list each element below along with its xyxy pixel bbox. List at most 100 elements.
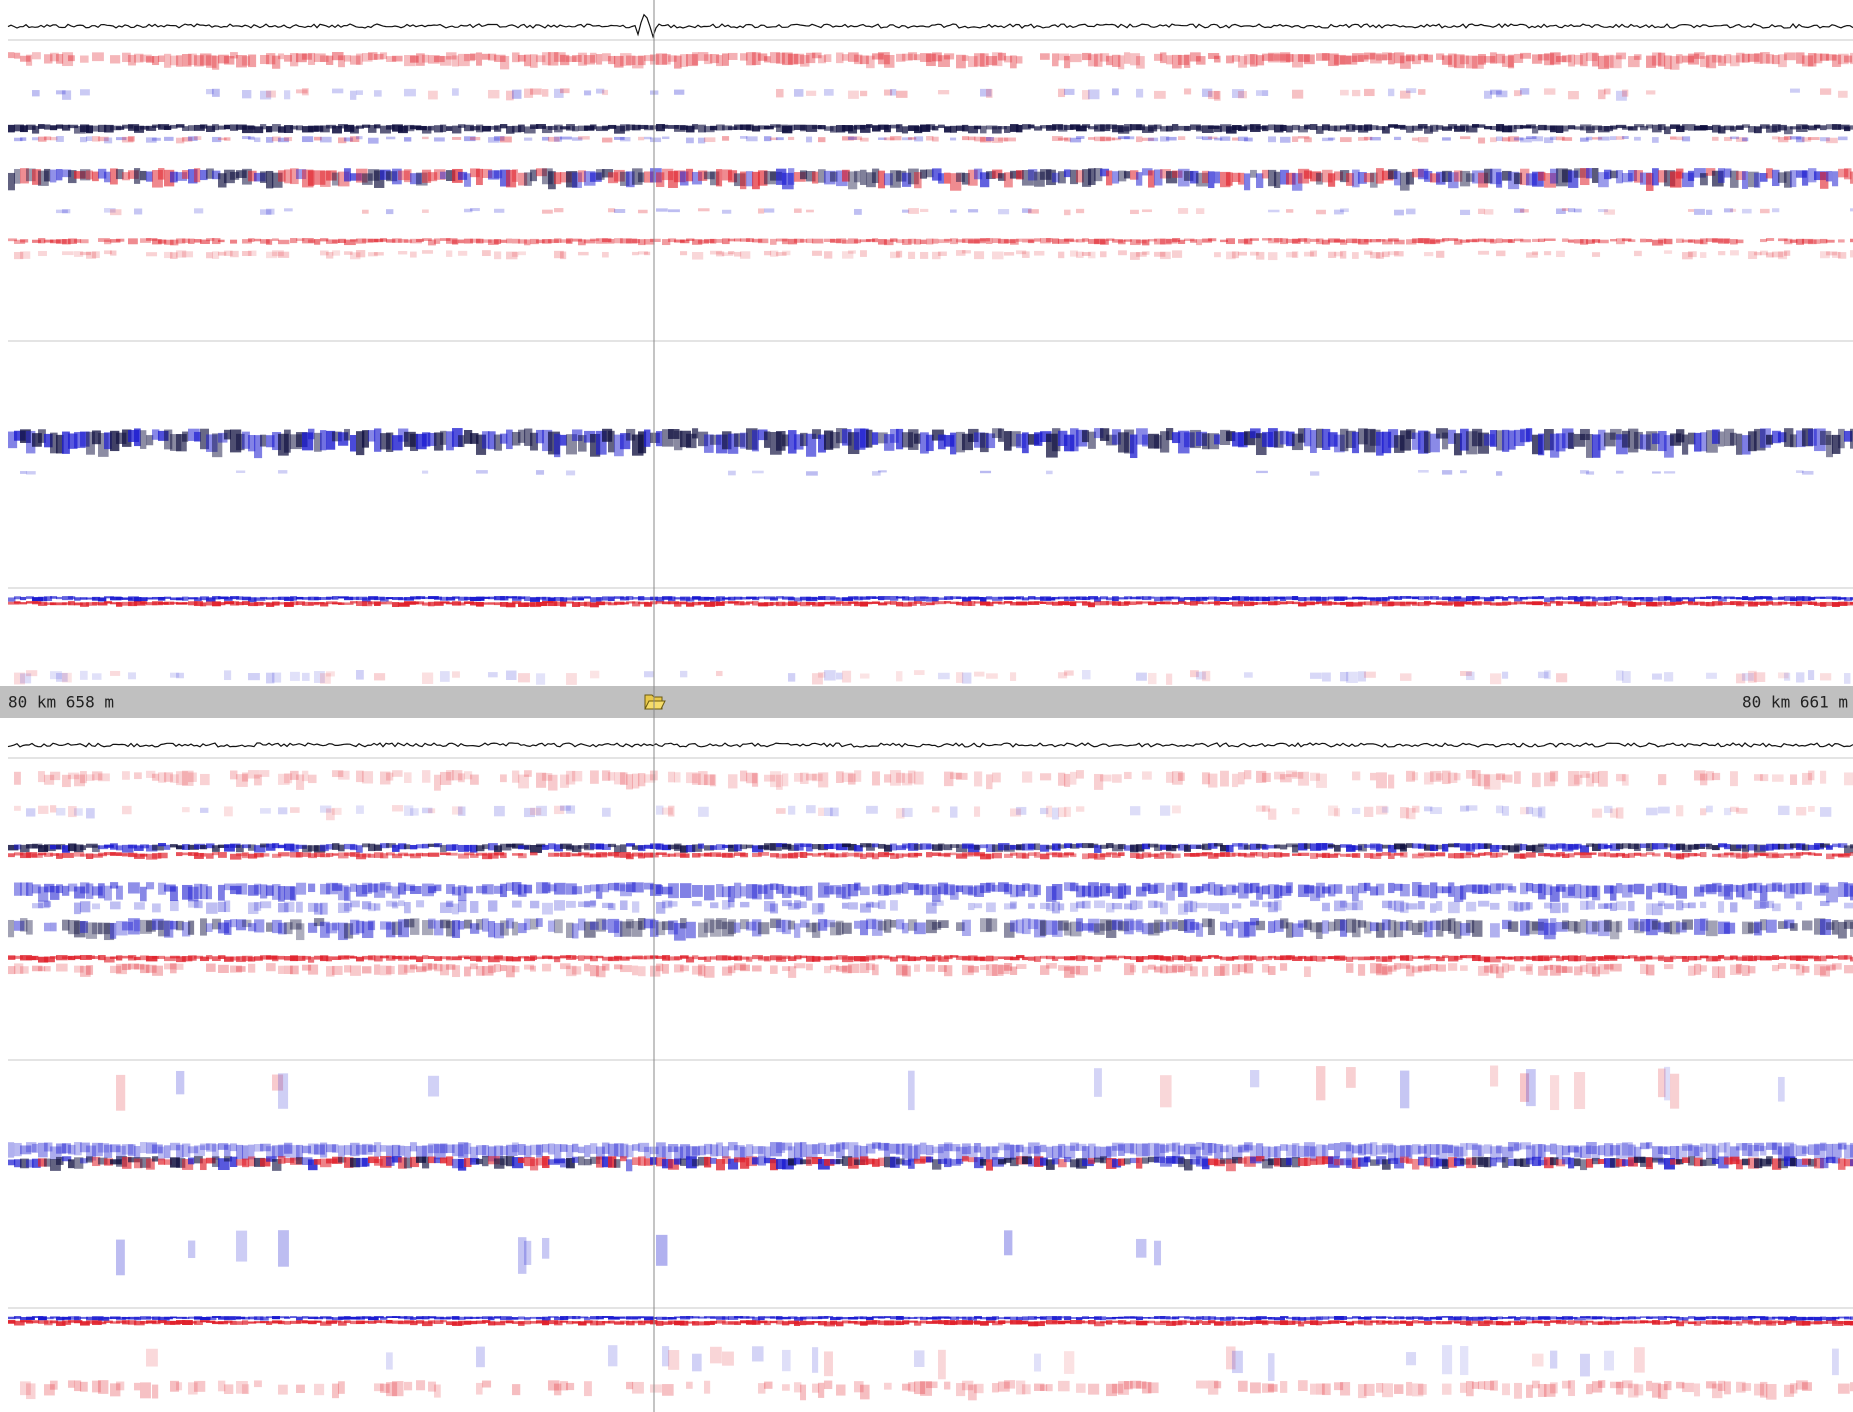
echo-signal bbox=[728, 433, 739, 454]
echo-signal bbox=[1352, 238, 1361, 244]
echo-signal bbox=[1310, 238, 1320, 242]
echo-signal bbox=[728, 965, 736, 974]
echo-signal bbox=[716, 601, 725, 606]
echo-signal bbox=[548, 125, 558, 130]
echo-signal bbox=[710, 956, 718, 960]
echo-signal bbox=[1622, 430, 1630, 448]
echo-signal bbox=[1064, 956, 1076, 961]
echo-signal bbox=[566, 770, 576, 785]
echo-signal bbox=[1652, 903, 1663, 916]
echo-signal bbox=[236, 601, 244, 606]
echo-signal bbox=[1556, 884, 1566, 892]
echo-signal bbox=[512, 89, 522, 99]
echo-signal bbox=[206, 125, 216, 132]
echo-signal bbox=[1130, 239, 1141, 246]
echo-signal bbox=[32, 965, 43, 972]
echo-signal bbox=[1508, 921, 1519, 932]
echo-signal bbox=[1178, 601, 1187, 604]
echo-signal bbox=[578, 597, 585, 601]
echo-signal bbox=[200, 124, 208, 129]
echo-signal bbox=[356, 920, 365, 934]
echo-signal bbox=[680, 853, 690, 858]
echo-signal bbox=[80, 901, 91, 913]
echo-signal bbox=[1238, 136, 1248, 142]
echo-signal bbox=[1082, 900, 1091, 909]
echo-signal bbox=[1610, 853, 1619, 858]
echo-signal bbox=[386, 885, 393, 894]
echo-signal bbox=[974, 432, 986, 448]
echo-signal bbox=[266, 885, 274, 896]
echo-signal bbox=[788, 966, 797, 978]
echo-signal bbox=[20, 137, 27, 141]
echo-signal bbox=[554, 844, 563, 852]
echo-signal bbox=[896, 845, 907, 851]
echo-signal bbox=[1142, 882, 1151, 892]
echo-signal bbox=[320, 250, 329, 256]
echo-signal bbox=[866, 596, 877, 599]
echo-signal bbox=[308, 125, 319, 132]
echo-signal bbox=[1832, 920, 1839, 935]
echo-signal bbox=[698, 137, 706, 144]
echo-signal bbox=[1334, 955, 1346, 961]
echo-signal bbox=[1280, 124, 1287, 131]
echo-signal bbox=[716, 434, 728, 454]
echo-signal bbox=[1394, 251, 1404, 257]
echo-signal bbox=[740, 596, 751, 600]
echo-signal bbox=[770, 965, 778, 974]
echo-signal bbox=[1766, 900, 1775, 909]
echo-signal bbox=[974, 601, 982, 604]
echo-signal bbox=[458, 239, 465, 244]
echo-signal bbox=[86, 965, 94, 975]
echo-signal bbox=[740, 53, 748, 61]
echo-signal bbox=[1178, 882, 1188, 898]
echo-signal bbox=[1490, 852, 1498, 858]
echo-signal bbox=[110, 922, 117, 939]
echo-signal bbox=[176, 124, 185, 128]
echo-signal bbox=[1574, 1072, 1586, 1110]
echo-signal bbox=[1262, 885, 1270, 895]
echo-signal bbox=[1664, 601, 1676, 606]
echo-signal bbox=[92, 886, 103, 896]
echo-signal bbox=[446, 844, 456, 851]
echo-signal bbox=[812, 171, 819, 184]
echo-signal bbox=[704, 601, 715, 607]
echo-signal bbox=[536, 1144, 543, 1158]
echo-signal bbox=[356, 601, 367, 606]
echo-signal bbox=[1070, 601, 1077, 607]
echo-signal bbox=[1076, 208, 1085, 214]
echo-signal bbox=[1124, 956, 1132, 960]
echo-signal bbox=[1778, 172, 1787, 183]
echo-signal bbox=[1346, 963, 1354, 973]
echo-signal bbox=[356, 90, 363, 95]
echo-signal bbox=[1148, 672, 1157, 685]
echo-signal bbox=[1706, 672, 1717, 679]
echo-signal bbox=[14, 963, 24, 974]
echo-signal bbox=[344, 124, 355, 132]
echo-signal bbox=[290, 168, 299, 185]
echo-signal bbox=[584, 1145, 591, 1158]
echo-signal bbox=[1112, 54, 1121, 67]
echo-signal bbox=[1826, 251, 1838, 256]
echo-signal bbox=[422, 238, 432, 241]
echo-signal bbox=[194, 601, 203, 607]
echo-signal bbox=[134, 963, 145, 970]
echo-signal bbox=[848, 596, 859, 600]
echo-signal bbox=[1052, 807, 1059, 820]
echo-signal bbox=[1538, 124, 1547, 131]
echo-signal bbox=[296, 89, 308, 94]
echo-signal bbox=[698, 431, 709, 447]
echo-signal bbox=[1454, 601, 1465, 607]
echo-signal bbox=[1400, 883, 1410, 897]
echo-signal bbox=[1268, 884, 1279, 899]
echo-signal bbox=[1070, 921, 1082, 937]
echo-signal bbox=[944, 238, 952, 242]
echo-signal bbox=[1700, 955, 1709, 959]
echo-signal bbox=[902, 172, 912, 187]
echo-signal bbox=[1214, 252, 1221, 258]
echo-signal bbox=[1814, 596, 1826, 599]
echo-signal bbox=[1532, 596, 1544, 600]
echo-signal bbox=[662, 124, 669, 129]
echo-signal bbox=[524, 918, 531, 931]
echo-signal bbox=[68, 1144, 76, 1155]
echo-signal bbox=[752, 52, 761, 66]
